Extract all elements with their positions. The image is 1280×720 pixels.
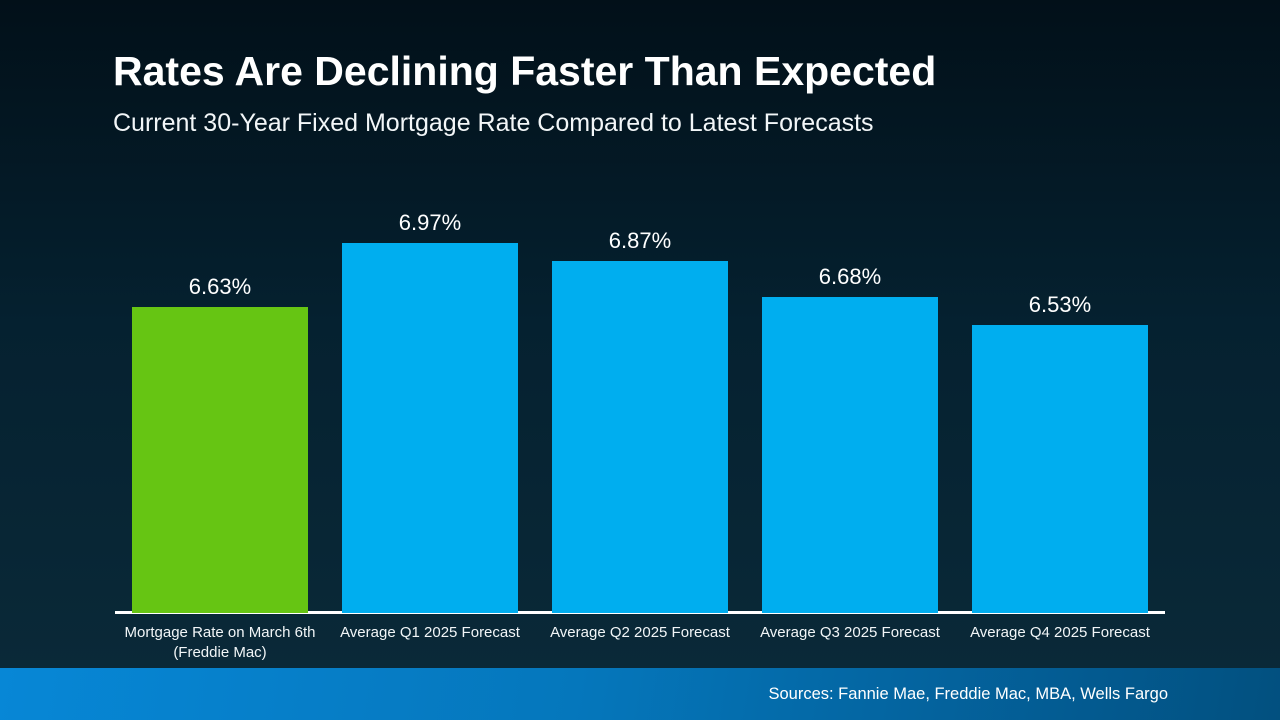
chart-bar (762, 297, 938, 613)
bar-group: 6.68% (745, 264, 955, 613)
bar-group: 6.87% (535, 228, 745, 613)
bar-category-label: Average Q2 2025 Forecast (550, 624, 730, 641)
bar-group: 6.53% (955, 292, 1165, 613)
bar-group: 6.97% (325, 210, 535, 613)
bar-value-label: 6.97% (398, 210, 462, 235)
slide-header: Rates Are Declining Faster Than Expected… (113, 48, 936, 138)
bar-value-label: 6.63% (188, 274, 252, 299)
bar-category-label: Average Q1 2025 Forecast (340, 624, 520, 641)
bar-value-label: 6.53% (1028, 292, 1092, 317)
bar-category-label: Mortgage Rate on March 6th (Freddie Mac) (124, 624, 316, 661)
bar-category-label: Average Q3 2025 Forecast (760, 624, 940, 641)
chart-bar (972, 325, 1148, 613)
chart-bar (132, 307, 308, 613)
bar-value-label: 6.68% (818, 264, 882, 289)
chart-bar (552, 261, 728, 613)
slide-title: Rates Are Declining Faster Than Expected (113, 48, 937, 94)
chart-bar (342, 243, 518, 613)
slide-footer: Sources: Fannie Mae, Freddie Mac, MBA, W… (0, 668, 1280, 720)
slide-subtitle: Current 30-Year Fixed Mortgage Rate Comp… (113, 109, 874, 137)
bar-category-label: Average Q4 2025 Forecast (970, 624, 1150, 641)
sources-text: Sources: Fannie Mae, Freddie Mac, MBA, W… (768, 684, 1168, 703)
bar-value-label: 6.87% (608, 228, 672, 253)
bar-group: 6.63% (115, 274, 325, 613)
